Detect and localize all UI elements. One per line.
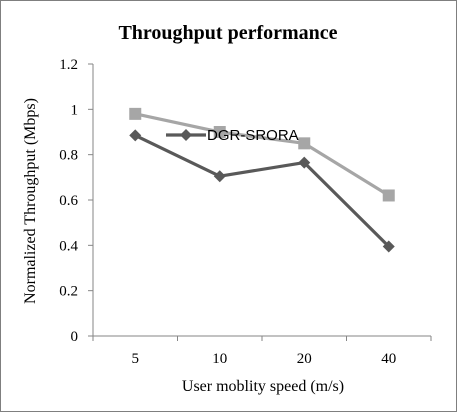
y-tick-label: 0.4: [59, 238, 78, 254]
y-tick-label: 1.2: [59, 57, 78, 73]
series-1-point: [298, 137, 311, 150]
series-2-point: [129, 129, 142, 142]
y-tick-label: 0: [71, 329, 79, 345]
series-1-point: [213, 126, 226, 138]
y-tick-label: 0.6: [59, 193, 78, 209]
series-1-point: [382, 189, 395, 202]
x-tick-label: 5: [132, 351, 140, 367]
x-axis-label: User moblity speed (m/s): [182, 378, 344, 395]
x-tick-label: 40: [381, 351, 396, 367]
plot-area: 0 0.2 0.4 0.6 0.8 1 1.2 5 10 20 40 DGR-SRORA: [59, 57, 432, 367]
y-tick-label: 1: [71, 102, 79, 118]
y-axis-label: Normalized Throughput (Mbps): [22, 98, 39, 304]
x-tick-label: 20: [297, 351, 312, 367]
x-tick-label: 10: [212, 351, 227, 367]
y-tick-label: 0.2: [59, 284, 78, 300]
series-2-point: [298, 156, 311, 169]
chart-title: Throughput performance: [118, 22, 337, 44]
series-1-point: [129, 107, 142, 120]
legend-marker: [180, 129, 192, 141]
series-2-point: [213, 170, 226, 183]
series-2-point: [382, 240, 395, 253]
legend-label: DGR-SRORA: [207, 127, 299, 144]
y-tick-label: 0.8: [59, 148, 78, 164]
series-1-line: [134, 112, 390, 197]
series-2-line: [134, 133, 390, 248]
